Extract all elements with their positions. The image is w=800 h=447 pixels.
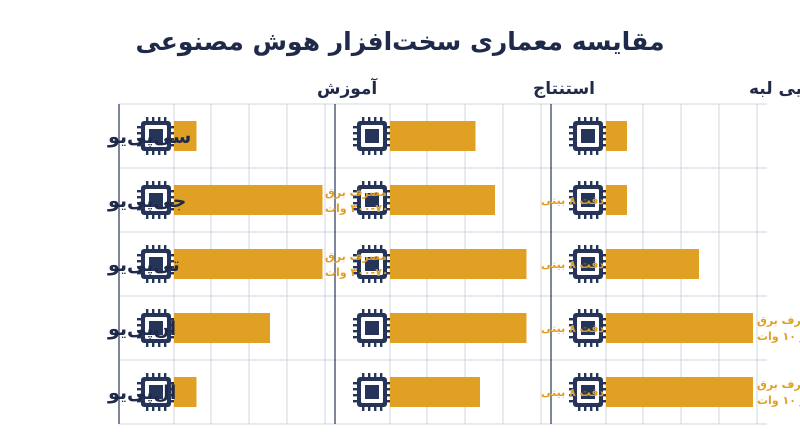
bar-annotation: ۳۰۰-۷۰۰ وات bbox=[325, 266, 395, 279]
bar bbox=[174, 377, 197, 407]
bar bbox=[606, 121, 627, 151]
bar bbox=[606, 249, 699, 279]
cpu-chip-icon bbox=[353, 245, 391, 283]
panel-heading: آموزش bbox=[317, 77, 378, 99]
cpu-chip-icon bbox=[569, 309, 607, 347]
bar bbox=[606, 377, 753, 407]
panel-2: آموزش مصرف برق ۳۰۰-۷۰۰ وات مصرف برق ۳۰۰-۷۰۰ … bbox=[137, 77, 395, 411]
bar bbox=[174, 249, 323, 279]
row-label: ان‌پی‌یو bbox=[107, 318, 176, 340]
bar bbox=[390, 377, 480, 407]
cpu-chip-icon bbox=[569, 373, 607, 411]
cpu-chip-icon bbox=[569, 245, 607, 283]
bar bbox=[390, 185, 495, 215]
row-label: جی‌پی‌یو bbox=[107, 190, 186, 212]
bar bbox=[390, 249, 527, 279]
bar-annotation: دقت ۸ بیتی bbox=[541, 194, 604, 207]
bar-annotation: ۳۰۰-۷۰۰ وات bbox=[325, 202, 395, 215]
bar bbox=[174, 121, 197, 151]
bar bbox=[174, 313, 270, 343]
cpu-chip-icon bbox=[137, 117, 175, 155]
panel-heading: کارایی لبه bbox=[749, 79, 800, 99]
bar-annotation: دقت ۸ بیتی bbox=[541, 322, 604, 335]
panel-1: استنتاج دقت ۸ بیتی دقت ۸ بیتی دقت ۸ بیتی دقت… bbox=[353, 79, 604, 411]
bar-annotation: مصرف برق bbox=[325, 250, 387, 263]
bar-annotation: کمتر از ۱۰ وات bbox=[757, 330, 800, 343]
row-label: سی‌پی‌یو bbox=[107, 126, 191, 148]
bar-annotation: کمتر از ۱۰ وات bbox=[757, 394, 800, 407]
panel-0: کارایی لبه مصرف برق کمتر از ۱۰ وات مصرف برق… bbox=[569, 79, 800, 411]
cpu-chip-icon bbox=[569, 117, 607, 155]
bar bbox=[174, 185, 323, 215]
cpu-chip-icon bbox=[137, 309, 175, 347]
chart-title: مقایسه معماری سخت‌افزار هوش مصنوعی bbox=[135, 27, 664, 57]
bar bbox=[390, 121, 476, 151]
row-label: تی‌پی‌یو bbox=[107, 254, 180, 276]
cpu-chip-icon bbox=[137, 245, 175, 283]
bar bbox=[390, 313, 527, 343]
row-label: ال‌پی‌یو bbox=[107, 382, 176, 404]
bar-annotation: دقت ۸ بیتی bbox=[541, 386, 604, 399]
cpu-chip-icon bbox=[353, 181, 391, 219]
panel-heading: استنتاج bbox=[533, 79, 595, 99]
cpu-chip-icon bbox=[137, 181, 175, 219]
bar-annotation: مصرف برق bbox=[757, 314, 800, 327]
bar-annotation: مصرف برق bbox=[325, 186, 387, 199]
cpu-chip-icon bbox=[137, 373, 175, 411]
cpu-chip-icon bbox=[353, 309, 391, 347]
bar-annotation: مصرف برق bbox=[757, 378, 800, 391]
bar-annotation: دقت ۸ بیتی bbox=[541, 258, 604, 271]
cpu-chip-icon bbox=[353, 117, 391, 155]
cpu-chip-icon bbox=[353, 373, 391, 411]
cpu-chip-icon bbox=[569, 181, 607, 219]
bar bbox=[606, 313, 753, 343]
bar bbox=[606, 185, 627, 215]
